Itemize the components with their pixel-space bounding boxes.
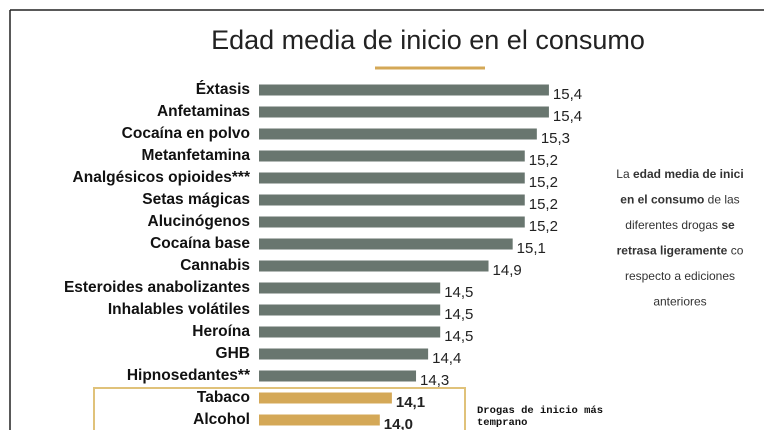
value-label: 15,4 (553, 86, 582, 103)
value-label: 14,5 (444, 328, 473, 345)
bar (259, 304, 441, 316)
bar (259, 414, 380, 426)
annotation-line: anteriores (653, 295, 706, 309)
bar (259, 128, 537, 140)
category-label: Cocaína base (150, 235, 250, 252)
value-label: 15,2 (529, 218, 558, 235)
category-label: Inhalables volátiles (108, 301, 250, 318)
bar (259, 106, 549, 118)
annotation-text: en el consumo (620, 193, 704, 207)
value-label: 15,2 (529, 152, 558, 169)
bar (259, 260, 489, 272)
annotation-line: retrasa ligeramente co (617, 244, 744, 258)
value-label: 14,9 (493, 262, 522, 279)
value-label: 14,4 (432, 350, 461, 367)
annotation-text: diferentes drogas (625, 218, 721, 232)
value-label: 14,1 (396, 394, 425, 411)
value-label: 14,5 (444, 284, 473, 301)
bar (259, 84, 549, 96)
annotation-line: La edad media de inici (616, 167, 743, 181)
value-label: 14,0 (384, 416, 413, 430)
chart-title: Edad media de inicio en el consumo (211, 25, 645, 55)
value-label: 15,4 (553, 108, 582, 125)
category-label: Hipnosedantes** (127, 367, 251, 384)
box-note: Drogas de inicio más (477, 405, 603, 417)
category-label: GHB (216, 345, 250, 362)
bar (259, 216, 525, 228)
bar (259, 392, 392, 404)
bar (259, 326, 441, 338)
value-label: 15,3 (541, 130, 570, 147)
bar (259, 150, 525, 162)
annotation-text: se (721, 218, 735, 232)
annotation-text: retrasa ligeramente (617, 244, 728, 258)
annotation-line: diferentes drogas se (625, 218, 735, 232)
annotation: La edad media de inici en el consumo de l… (616, 167, 743, 309)
category-label: Heroína (192, 323, 250, 340)
category-label: Alucinógenos (148, 213, 250, 230)
category-label: Analgésicos opioides*** (73, 169, 251, 186)
category-label: Alcohol (193, 411, 250, 428)
bar (259, 370, 417, 382)
value-label: 15,2 (529, 196, 558, 213)
value-label: 14,5 (444, 306, 473, 323)
annotation-text: edad media de inici (633, 167, 744, 181)
category-label: Cocaína en polvo (122, 125, 250, 142)
annotation-text: co (727, 244, 743, 258)
annotation-line: respecto a ediciones (625, 269, 735, 283)
category-label: Tabaco (197, 389, 250, 406)
annotation-text: respecto a ediciones (625, 269, 735, 283)
category-label: Cannabis (180, 257, 250, 274)
box-note: temprano (477, 417, 527, 429)
bar (259, 238, 513, 250)
category-label: Anfetaminas (157, 103, 250, 120)
category-label: Esteroides anabolizantes (64, 279, 250, 296)
bar (259, 282, 441, 294)
value-label: 14,3 (420, 372, 449, 389)
category-label: Setas mágicas (142, 191, 250, 208)
highlight-box (93, 387, 466, 430)
annotation-text: anteriores (653, 295, 706, 309)
bar (259, 348, 429, 360)
category-label: Metanfetamina (141, 147, 250, 164)
bar (259, 172, 525, 184)
annotation-line: en el consumo de las (620, 193, 739, 207)
bar (259, 194, 525, 206)
value-label: 15,2 (529, 174, 558, 191)
value-label: 15,1 (517, 240, 546, 257)
annotation-text: La (616, 167, 633, 181)
annotation-text: de las (704, 193, 739, 207)
category-label: Éxtasis (196, 81, 250, 98)
